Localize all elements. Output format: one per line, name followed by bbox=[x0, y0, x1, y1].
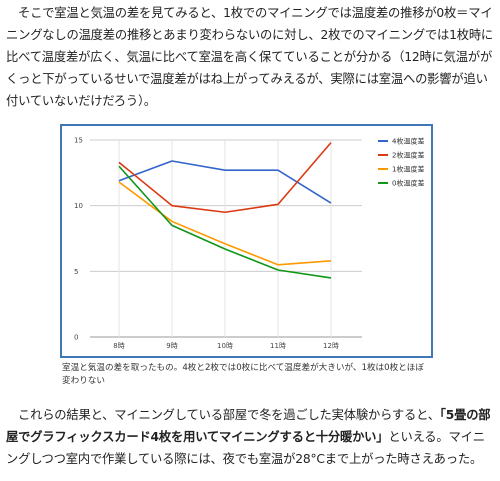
y-tick-label: 10 bbox=[74, 202, 83, 210]
y-tick-label: 5 bbox=[74, 268, 78, 276]
legend-label: 0枚温度差 bbox=[392, 179, 424, 188]
x-tick-label: 11時 bbox=[270, 342, 286, 350]
figure-caption: 室温と気温の差を取ったもの。4枚と2枚では0枚に比べて温度差が大きいが、1枚は0… bbox=[62, 363, 424, 386]
paragraph-conclusion: これらの結果と、マイニングしている部屋で冬を過ごした実体験からすると、「5畳の部… bbox=[6, 404, 494, 470]
x-tick-label: 12時 bbox=[323, 342, 339, 350]
legend-label: 4枚温度差 bbox=[392, 137, 424, 146]
series-line-4 bbox=[118, 165, 332, 279]
legend-label: 1枚温度差 bbox=[392, 165, 424, 174]
legend-label: 2枚温度差 bbox=[392, 151, 424, 160]
paragraph-intro: そこで室温と気温の差を見てみると、1枚でのマイニングでは温度差の推移が0枚＝マイ… bbox=[6, 6, 494, 108]
x-tick-label: 10時 bbox=[217, 342, 233, 350]
series-line-2 bbox=[118, 142, 332, 214]
x-tick-label: 9時 bbox=[166, 342, 177, 350]
y-tick-label: 0 bbox=[74, 334, 78, 342]
chart-figure: 0 5 10 15 8時 9時 10時 11時 12時 4枚温度差 2枚温度差 1枚温度差 0枚温度差 bbox=[60, 124, 433, 358]
x-tick-label: 8時 bbox=[113, 342, 124, 350]
y-tick-label: 15 bbox=[74, 137, 83, 145]
series-line-1 bbox=[118, 160, 332, 204]
paragraph-conclusion-after: といえる。マイニングしつつ室内で作業している際には、夜でも室温が28°Cまで上が… bbox=[6, 430, 485, 466]
paragraph-conclusion-before: これらの結果と、マイニングしている部屋で冬を過ごした実体験からすると、 bbox=[18, 408, 440, 422]
series-line-3 bbox=[118, 181, 332, 266]
line-chart: 0 5 10 15 8時 9時 10時 11時 12時 4枚温度差 2枚温度差 1枚温度差 0枚温度差 bbox=[74, 137, 424, 351]
paragraph-conclusion-bold: 「5畳の部屋でグラフィックスカード4枚を用いてマイニングすると十分暖かい」 bbox=[6, 408, 491, 444]
